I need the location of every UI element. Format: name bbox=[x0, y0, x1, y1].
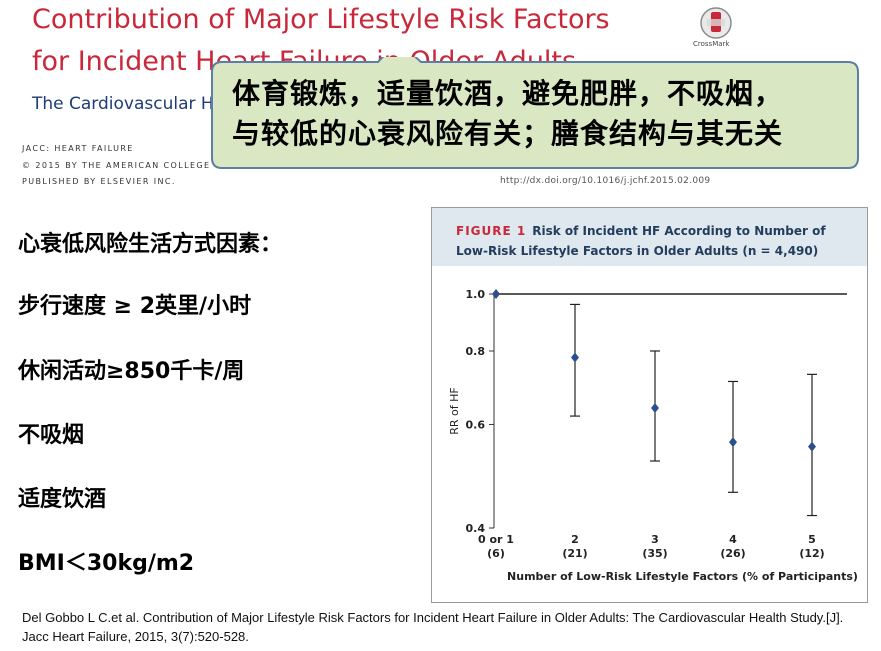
crossmark-icon bbox=[700, 7, 732, 39]
x-tick-label: 3 bbox=[651, 533, 659, 546]
x-tick-pct: (6) bbox=[487, 547, 505, 560]
journal-name: JACC: HEART FAILURE bbox=[22, 144, 134, 153]
y-tick-label: 0.8 bbox=[466, 345, 486, 358]
figure-panel: FIGURE 1 Risk of Incident HF According to… bbox=[431, 207, 868, 603]
callout-bubble bbox=[211, 57, 859, 169]
citation-text: Del Gobbo L C.et al. Contribution of Maj… bbox=[22, 610, 844, 644]
x-tick-pct: (12) bbox=[799, 547, 824, 560]
y-axis-label: RR of HF bbox=[448, 387, 461, 434]
publisher-line: PUBLISHED BY ELSEVIER INC. bbox=[22, 177, 176, 186]
x-tick-label: 5 bbox=[808, 533, 816, 546]
data-point bbox=[571, 352, 579, 363]
chart-plot: 0.4 0.6 0.8 1.0 RR of HF 0 or 1(6) 2(21) 3(35) 4… bbox=[448, 288, 858, 583]
factors-heading: 心衰低风险生活方式因素： bbox=[18, 232, 283, 257]
crossmark-label: CrossMark bbox=[693, 40, 730, 48]
x-tick-label: 2 bbox=[571, 533, 579, 546]
figure-title: FIGURE 1 Risk of Incident HF According to… bbox=[456, 221, 826, 261]
x-tick-pct: (21) bbox=[562, 547, 587, 560]
data-point bbox=[808, 441, 816, 452]
figure-header bbox=[432, 208, 867, 266]
callout-line2: 与较低的心衰风险有关；膳食结构与其无关 bbox=[232, 117, 784, 150]
x-tick-label: 4 bbox=[729, 533, 737, 546]
factor-walking-speed: 步行速度 ≥ 2英里/小时 bbox=[18, 294, 252, 319]
x-tick-pct: (26) bbox=[720, 547, 745, 560]
data-point bbox=[729, 437, 737, 448]
factor-leisure-activity: 休闲活动≥850千卡/周 bbox=[18, 359, 245, 384]
factor-bmi: BMI＜30kg/m2 bbox=[18, 551, 195, 576]
x-axis-label: Number of Low-Risk Lifestyle Factors (% … bbox=[507, 570, 858, 583]
data-point bbox=[651, 402, 659, 413]
figure-title-line2: Low-Risk Lifestyle Factors in Older Adul… bbox=[456, 244, 819, 258]
y-tick-label: 0.4 bbox=[466, 522, 486, 535]
doi-link[interactable]: http://dx.doi.org/10.1016/j.jchf.2015.02… bbox=[500, 176, 711, 186]
figure-label: FIGURE 1 bbox=[456, 224, 527, 238]
copyright-line: © 2015 BY THE AMERICAN COLLEGE OF CARDIO… bbox=[22, 161, 370, 170]
callout-line1: 体育锻炼，适量饮酒，避免肥胖，不吸烟， bbox=[232, 77, 784, 110]
factor-no-smoking: 不吸烟 bbox=[18, 423, 85, 448]
data-point bbox=[492, 289, 500, 299]
x-tick-label: 0 or 1 bbox=[478, 533, 514, 546]
paper-title-line1: Contribution of Major Lifestyle Risk Fac… bbox=[32, 4, 610, 35]
y-tick-label: 0.6 bbox=[466, 418, 486, 431]
x-tick-pct: (35) bbox=[642, 547, 667, 560]
factor-moderate-drinking: 适度饮酒 bbox=[18, 487, 107, 512]
figure-title-line1: Risk of Incident HF According to Number … bbox=[532, 224, 826, 238]
callout-text: 体育锻炼，适量饮酒，避免肥胖，不吸烟， 与较低的心衰风险有关；膳食结构与其无关 bbox=[232, 74, 783, 154]
y-tick-label: 1.0 bbox=[466, 288, 486, 301]
